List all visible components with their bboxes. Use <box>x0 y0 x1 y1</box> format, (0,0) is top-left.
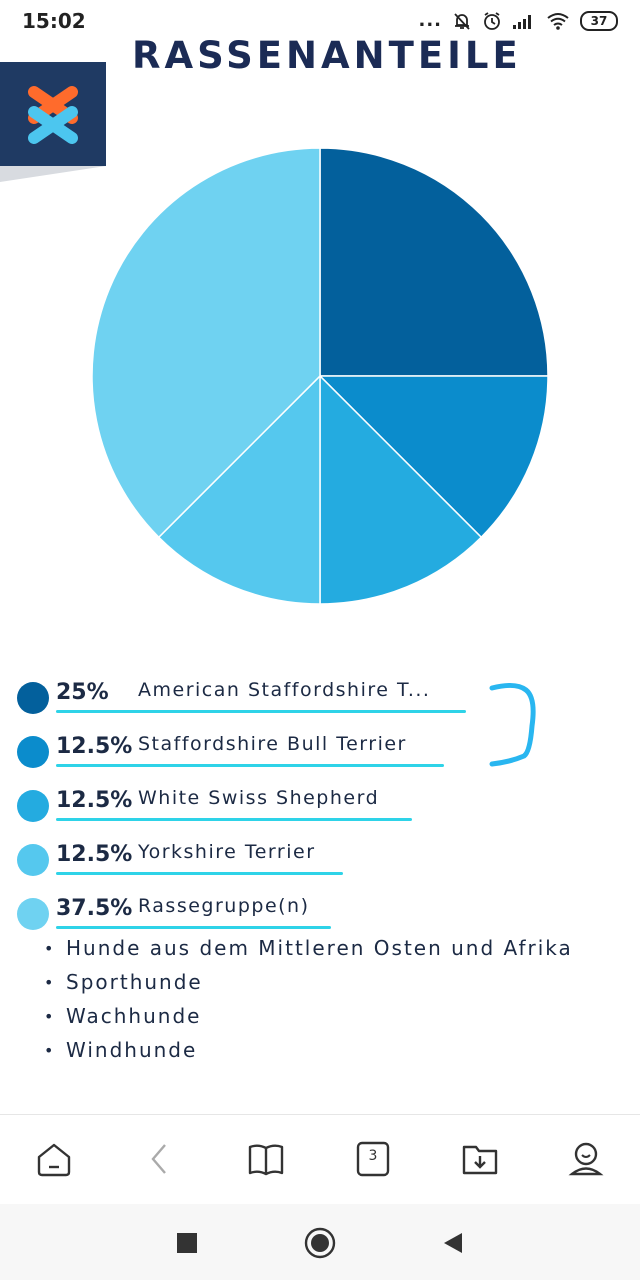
home-circle-icon <box>304 1227 336 1259</box>
back-button[interactable] <box>140 1139 180 1179</box>
list-item: Hunde aus dem Mittleren Osten und Afrika <box>44 936 604 961</box>
legend-percent: 12.5% <box>56 842 133 867</box>
download-folder-icon <box>462 1145 498 1175</box>
system-navigation-bar <box>0 1204 640 1280</box>
list-item: Wachhunde <box>44 1004 604 1029</box>
legend-percent: 25% <box>56 680 109 705</box>
pie-slice[interactable] <box>318 375 549 539</box>
legend-underline <box>56 710 466 713</box>
recents-button[interactable] <box>170 1226 204 1260</box>
home-icon <box>37 1143 71 1177</box>
pie-slice[interactable] <box>157 374 321 605</box>
legend-dot <box>17 790 49 822</box>
battery-icon: 37 <box>580 10 618 31</box>
legend-underline <box>56 872 343 875</box>
alarm-icon <box>484 11 500 30</box>
bookmarks-button[interactable] <box>246 1139 286 1179</box>
recents-square-icon <box>177 1233 197 1253</box>
legend-label: Rassegruppe(n) <box>138 895 310 917</box>
system-home-button[interactable] <box>303 1226 337 1260</box>
legend-dot <box>17 844 49 876</box>
legend-item: 12.5% Staffordshire Bull Terrier <box>0 724 640 778</box>
profile-button[interactable] <box>566 1139 606 1179</box>
legend-underline <box>56 926 331 929</box>
app-logo[interactable] <box>0 62 106 166</box>
legend-dot <box>17 898 49 930</box>
pie-slice[interactable] <box>91 147 321 539</box>
tabs-icon <box>356 1141 390 1177</box>
tabs-count: 3 <box>368 1148 378 1164</box>
legend-underline <box>56 818 412 821</box>
more-notifications-icon: ... <box>418 10 442 31</box>
status-time: 15:02 <box>22 9 86 33</box>
bell-muted-icon <box>454 12 470 30</box>
legend-dot <box>17 682 49 714</box>
breed-group-list: Hunde aus dem Mittleren Osten und Afrika… <box>44 936 604 1072</box>
list-item: Windhunde <box>44 1038 604 1063</box>
legend-label: White Swiss Shepherd <box>138 787 380 809</box>
legend-item: 12.5% White Swiss Shepherd <box>0 778 640 832</box>
legend-percent: 12.5% <box>56 788 133 813</box>
pie-slice[interactable] <box>319 374 483 605</box>
legend-percent: 12.5% <box>56 734 133 759</box>
list-item: Sporthunde <box>44 970 604 995</box>
page-title: RASSENANTEILE <box>132 34 522 72</box>
logo-icon <box>28 86 78 144</box>
downloads-button[interactable] <box>460 1139 500 1179</box>
tabs-button[interactable]: 3 <box>353 1139 393 1179</box>
legend-label: Staffordshire Bull Terrier <box>138 733 407 755</box>
wifi-icon <box>547 12 569 30</box>
back-arrow-icon <box>151 1144 166 1174</box>
legend-item: 12.5% Yorkshire Terrier <box>0 832 640 886</box>
status-icons: ... 37 <box>418 10 618 31</box>
browser-toolbar: 3 <box>0 1114 640 1205</box>
legend-item: 25% American Staffordshire T... <box>0 670 640 724</box>
status-bar: 15:02 ... 37 <box>0 0 640 44</box>
handwritten-bracket-annotation <box>489 682 536 767</box>
legend-label: Yorkshire Terrier <box>138 841 316 863</box>
profile-icon <box>568 1142 604 1176</box>
legend-dot <box>17 736 49 768</box>
book-icon <box>248 1144 284 1176</box>
system-back-button[interactable] <box>436 1226 470 1260</box>
breed-share-pie-chart <box>91 147 549 605</box>
home-button[interactable] <box>34 1139 74 1179</box>
logo-shadow <box>0 166 106 182</box>
legend-underline <box>56 764 444 767</box>
legend-item: 37.5% Rassegruppe(n) <box>0 886 640 940</box>
legend-label: American Staffordshire T... <box>138 679 431 701</box>
back-triangle-icon <box>444 1233 462 1253</box>
signal-icon <box>513 14 531 29</box>
legend-percent: 37.5% <box>56 896 133 921</box>
pie-slice[interactable] <box>319 147 549 377</box>
